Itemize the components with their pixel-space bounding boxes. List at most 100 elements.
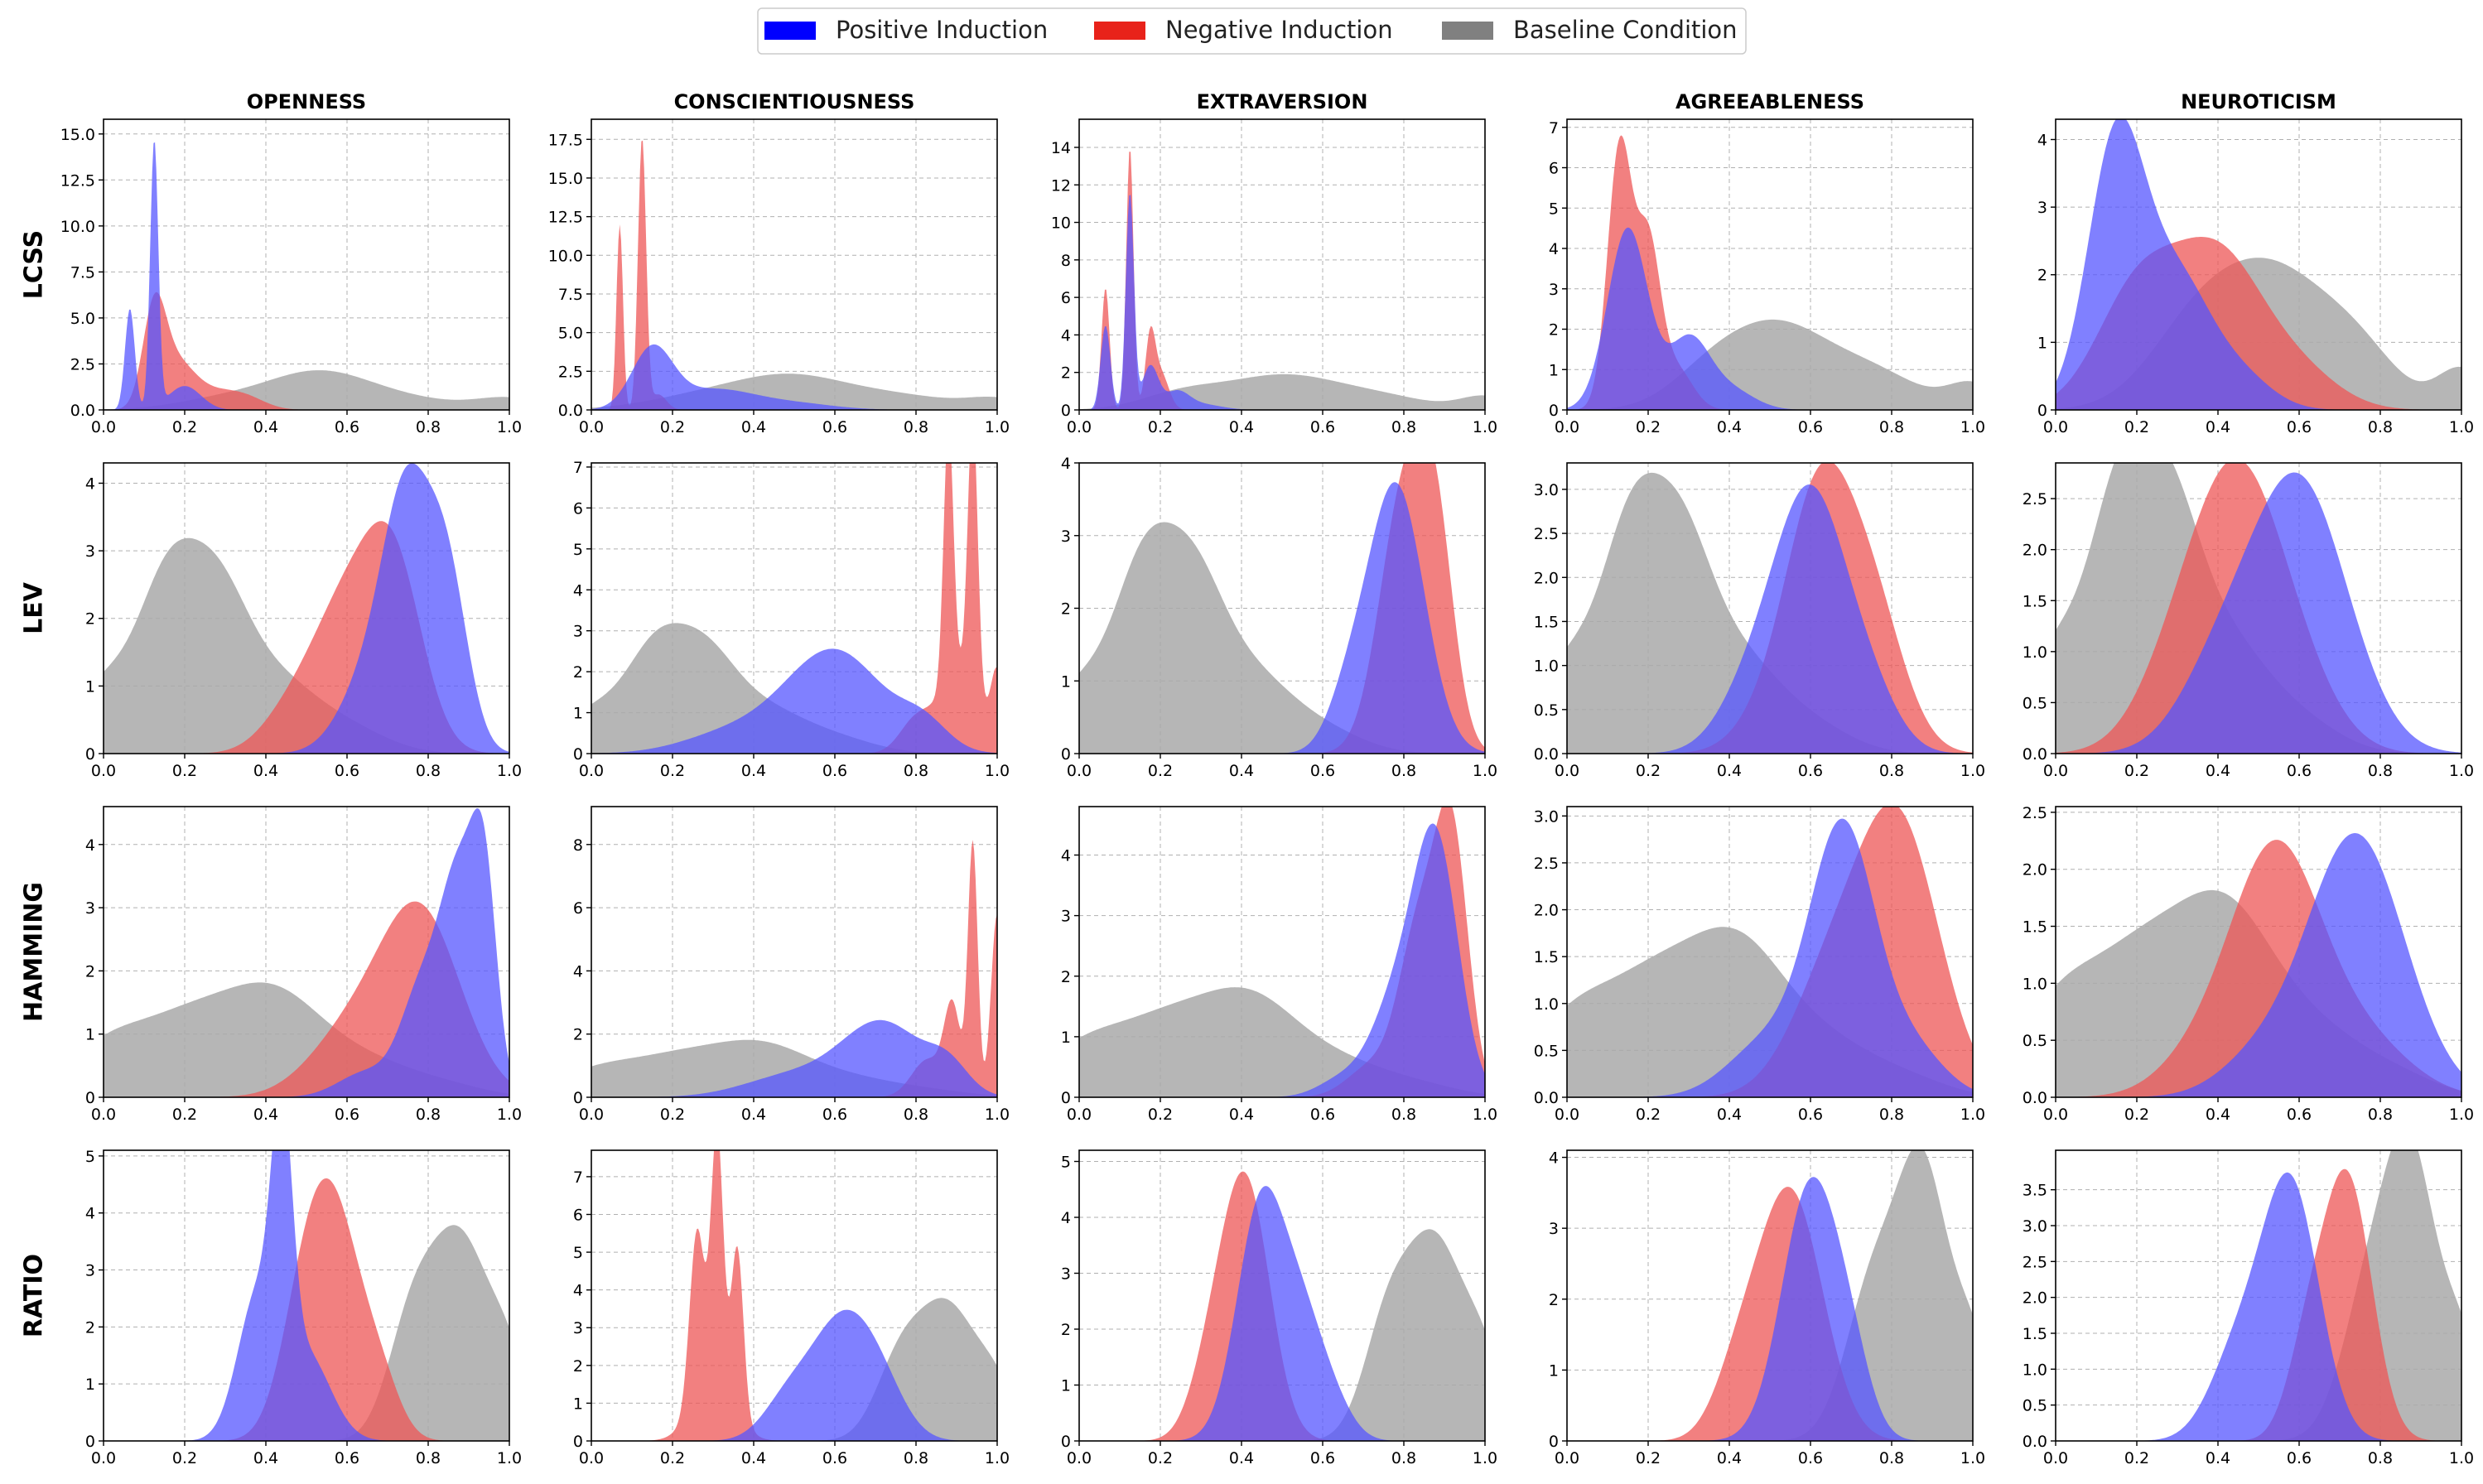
density-positive	[1567, 818, 1973, 1097]
panel-lcss-conscientiousness: 0.0 0.2 0.4 0.6 0.8 1.0 0.0 2.5 5.0 7.5 10.0 12.5 15…	[548, 118, 1010, 436]
density-positive	[591, 1309, 997, 1441]
y-tick-label: 2.0	[2023, 542, 2047, 560]
x-tick-label: 1.0	[1473, 1106, 1497, 1124]
x-tick-label: 0.2	[1636, 418, 1661, 436]
y-tick-label: 2.0	[1534, 902, 1559, 920]
density-baseline	[1079, 522, 1485, 754]
y-tick-label: 2	[85, 610, 95, 629]
x-tick-label: 0.4	[253, 418, 278, 436]
x-tick-label: 0.4	[253, 762, 278, 780]
x-tick-label: 0.2	[172, 1449, 197, 1467]
y-tick-label: 2.5	[1534, 525, 1559, 543]
y-tick-label: 7	[573, 459, 583, 477]
x-tick-label: 0.2	[660, 1449, 685, 1467]
x-tick-label: 0.2	[172, 762, 197, 780]
x-tick-label: 0.4	[1229, 418, 1254, 436]
x-tick-label: 1.0	[985, 1449, 1010, 1467]
legend-swatch-negative-induction	[1094, 22, 1145, 40]
panel-frame	[1078, 118, 1486, 411]
x-tick-label: 0.4	[741, 418, 766, 436]
x-tick-label: 0.0	[91, 1449, 116, 1467]
x-tick-label: 0.2	[660, 1106, 685, 1124]
x-tick-label: 0.4	[1717, 418, 1742, 436]
row-label-lcss: LCSS	[20, 230, 49, 300]
x-tick-label: 0.4	[1717, 762, 1742, 780]
y-tick-label: 0.0	[2023, 745, 2047, 764]
panel-hamming-conscientiousness: 0.0 0.2 0.4 0.6 0.8 1.0 0 2 4 6 8	[573, 806, 1010, 1124]
panel-frame	[1078, 1149, 1486, 1442]
panel-frame	[1566, 118, 1974, 411]
x-tick-label: 0.0	[1555, 1106, 1579, 1124]
y-tick-label: 1	[1061, 1377, 1071, 1395]
y-tick-label: 4	[573, 581, 583, 600]
y-tick-label: 2	[1061, 968, 1071, 986]
row-label-ratio: RATIO	[20, 1254, 49, 1337]
y-tick-label: 4	[85, 1205, 95, 1223]
x-tick-label: 0.2	[1636, 1106, 1661, 1124]
y-tick-label: 15.0	[548, 170, 583, 188]
y-tick-label: 2	[573, 1357, 583, 1376]
y-tick-label: 2	[2037, 267, 2047, 285]
column-titles: OPENNESS CONSCIENTIOUSNESS EXTRAVERSION AGR…	[247, 90, 2336, 113]
x-tick-label: 1.0	[2449, 1449, 2474, 1467]
x-tick-label: 0.2	[1148, 1449, 1173, 1467]
row-label-hamming: HAMMING	[20, 882, 49, 1022]
density-baseline	[591, 623, 997, 754]
x-tick-label: 1.0	[2449, 762, 2474, 780]
x-tick-label: 0.6	[1310, 762, 1335, 780]
y-tick-label: 6	[1061, 289, 1071, 307]
x-tick-label: 0.8	[1879, 762, 1904, 780]
y-tick-label: 0	[1061, 1433, 1071, 1451]
y-tick-label: 17.5	[548, 131, 583, 149]
panel-hamming-openness: 0.0 0.2 0.4 0.6 0.8 1.0 0 1 2 3 4	[85, 806, 522, 1124]
x-tick-label: 0.2	[2124, 1106, 2149, 1124]
y-tick-label: 0	[1549, 1433, 1559, 1451]
row-label-lev: LEV	[20, 581, 49, 634]
y-tick-label: 3.0	[1534, 807, 1559, 826]
density-positive	[104, 808, 509, 1097]
y-tick-label: 6	[573, 499, 583, 518]
y-tick-label: 3	[85, 542, 95, 561]
density-positive	[1079, 823, 1485, 1097]
y-tick-label: 0	[573, 745, 583, 764]
y-tick-label: 14	[1051, 139, 1071, 157]
y-tick-label: 4	[85, 836, 95, 855]
x-tick-label: 0.2	[1636, 762, 1661, 780]
panel-lcss-openness: 0.0 0.2 0.4 0.6 0.8 1.0 0.0 2.5 5.0 7.5 10.0 12.5 15…	[60, 118, 522, 436]
x-tick-label: 0.2	[172, 1106, 197, 1124]
column-title-extraversion: EXTRAVERSION	[1197, 90, 1368, 113]
y-tick-label: 12.5	[60, 171, 95, 190]
y-tick-label: 0.5	[1534, 1042, 1559, 1060]
x-tick-label: 0.6	[822, 762, 847, 780]
panel-frame	[2055, 118, 2462, 411]
y-tick-label: 2	[1061, 1321, 1071, 1339]
y-tick-label: 0	[1549, 402, 1559, 420]
y-tick-label: 5	[1549, 200, 1559, 218]
y-tick-label: 6	[573, 899, 583, 918]
y-tick-label: 1	[1061, 672, 1071, 691]
y-tick-label: 3.0	[2023, 1217, 2047, 1236]
density-positive	[2056, 119, 2461, 410]
y-tick-label: 10	[1051, 214, 1071, 233]
x-tick-label: 0.6	[822, 1106, 847, 1124]
y-tick-label: 2	[573, 1026, 583, 1044]
y-tick-label: 0.5	[2023, 1397, 2047, 1415]
legend-swatch-baseline-condition	[1442, 22, 1493, 40]
y-tick-label: 0	[573, 1089, 583, 1107]
x-tick-label: 0.8	[416, 762, 441, 780]
x-tick-label: 0.4	[2206, 1449, 2230, 1467]
density-baseline	[1567, 1150, 1973, 1441]
x-tick-label: 0.8	[2368, 762, 2393, 780]
y-tick-label: 7.5	[70, 263, 95, 282]
panel-ratio-extraversion: 0.0 0.2 0.4 0.6 0.8 1.0 0 1 2 3 4 5	[1061, 1149, 1497, 1467]
x-tick-label: 0.4	[253, 1106, 278, 1124]
panel-lev-neuroticism: 0.0 0.2 0.4 0.6 0.8 1.0 0.0 0.5 1.0 1.5 2.0 2.5	[2023, 462, 2474, 780]
legend: Positive Induction Negative Induction Base…	[757, 7, 1747, 55]
panel-frame	[2055, 806, 2462, 1098]
panel-ratio-neuroticism: 0.0 0.2 0.4 0.6 0.8 1.0 0.0 0.5 1.0 1.5 2.0 2.5 3.0 3…	[2023, 1149, 2474, 1467]
y-tick-label: 0	[85, 1089, 95, 1107]
density-positive	[2056, 472, 2461, 754]
y-tick-label: 4	[2037, 131, 2047, 149]
y-tick-label: 0.0	[2023, 1433, 2047, 1451]
